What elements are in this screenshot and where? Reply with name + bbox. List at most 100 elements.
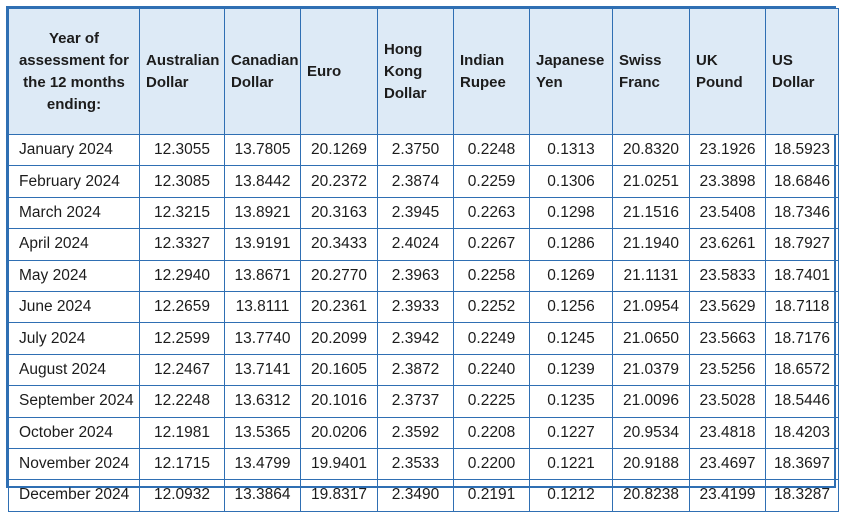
rate-cell: 12.3055 xyxy=(139,133,225,167)
header-line: Pound xyxy=(696,73,743,91)
month-cell: January 2024 xyxy=(8,133,140,167)
header-currency: Australian Dollar xyxy=(139,8,225,135)
month-cell: November 2024 xyxy=(8,447,140,481)
header-currency: UK Pound xyxy=(689,8,766,135)
rate-cell: 2.3490 xyxy=(377,479,454,512)
rate-cell: 12.2659 xyxy=(139,290,225,324)
table-body: January 2024 12.3055 13.7805 20.1269 2.3750 0… xyxy=(8,133,839,512)
rate-cell: 23.3898 xyxy=(689,165,766,198)
rate-cell: 21.0251 xyxy=(612,165,690,198)
header-year-of-assessment: Year of assessment for the 12 months ending… xyxy=(8,8,140,135)
rate-cell: 0.1245 xyxy=(529,322,613,355)
month-cell: July 2024 xyxy=(8,322,140,355)
rate-cell: 0.2208 xyxy=(453,416,530,449)
rate-cell: 2.4024 xyxy=(377,228,454,261)
rate-cell: 20.8238 xyxy=(612,479,690,512)
rate-cell: 2.3945 xyxy=(377,196,454,230)
header-line: Euro xyxy=(307,62,342,80)
rate-cell: 20.3433 xyxy=(300,228,378,261)
month-cell: December 2024 xyxy=(8,479,140,512)
header-line: Indian xyxy=(460,51,505,69)
month-cell: August 2024 xyxy=(8,353,140,387)
rate-cell: 23.5833 xyxy=(689,259,766,292)
rate-cell: 13.7740 xyxy=(224,322,301,355)
rate-cell: 20.2770 xyxy=(300,259,378,292)
rate-cell: 13.8921 xyxy=(224,196,301,230)
rate-cell: 0.2263 xyxy=(453,196,530,230)
rate-cell: 23.1926 xyxy=(689,133,766,167)
rate-cell: 0.2249 xyxy=(453,322,530,355)
table-row: June 2024 12.2659 13.8111 20.2361 2.3933 0.22… xyxy=(8,290,839,324)
table-header: Year of assessment for the 12 months ending… xyxy=(8,8,839,135)
rate-cell: 21.0379 xyxy=(612,353,690,387)
header-currency: Hong Kong Dollar xyxy=(377,8,454,135)
rate-cell: 0.2267 xyxy=(453,228,530,261)
header-line: Canadian xyxy=(231,51,299,69)
header-line: Dollar xyxy=(146,73,189,91)
rate-cell: 13.8671 xyxy=(224,259,301,292)
rate-cell: 23.5256 xyxy=(689,353,766,387)
rate-cell: 0.1227 xyxy=(529,416,613,449)
rate-cell: 21.0096 xyxy=(612,385,690,418)
rate-cell: 12.1981 xyxy=(139,416,225,449)
month-cell: April 2024 xyxy=(8,228,140,261)
rate-cell: 0.2252 xyxy=(453,290,530,324)
rate-cell: 0.2258 xyxy=(453,259,530,292)
rate-cell: 0.2248 xyxy=(453,133,530,167)
rate-cell: 20.2361 xyxy=(300,290,378,324)
rate-cell: 18.3697 xyxy=(765,447,839,481)
rate-cell: 23.5663 xyxy=(689,322,766,355)
rate-cell: 0.1256 xyxy=(529,290,613,324)
rate-cell: 20.9534 xyxy=(612,416,690,449)
rate-cell: 13.9191 xyxy=(224,228,301,261)
header-currency: Canadian Dollar xyxy=(224,8,301,135)
rate-cell: 2.3750 xyxy=(377,133,454,167)
rate-cell: 13.7805 xyxy=(224,133,301,167)
rate-cell: 12.3215 xyxy=(139,196,225,230)
rate-cell: 13.7141 xyxy=(224,353,301,387)
header-line: UK xyxy=(696,51,718,69)
header-line: Year of xyxy=(48,29,100,47)
rate-cell: 18.7346 xyxy=(765,196,839,230)
header-currency: Japanese Yen xyxy=(529,8,613,135)
rate-cell: 18.4203 xyxy=(765,416,839,449)
rate-cell: 19.8317 xyxy=(300,479,378,512)
header-line: Dollar xyxy=(384,84,427,102)
rate-cell: 12.0932 xyxy=(139,479,225,512)
header-row: Year of assessment for the 12 months ending… xyxy=(8,8,839,135)
rate-cell: 20.2372 xyxy=(300,165,378,198)
rate-cell: 12.3085 xyxy=(139,165,225,198)
rate-cell: 0.2240 xyxy=(453,353,530,387)
rate-cell: 18.7927 xyxy=(765,228,839,261)
table-row: November 2024 12.1715 13.4799 19.9401 2.3533… xyxy=(8,447,839,481)
rate-cell: 0.2200 xyxy=(453,447,530,481)
header-line: Dollar xyxy=(772,73,815,91)
rate-cell: 0.1306 xyxy=(529,165,613,198)
rate-cell: 18.6846 xyxy=(765,165,839,198)
rate-cell: 18.3287 xyxy=(765,479,839,512)
rate-cell: 2.3592 xyxy=(377,416,454,449)
rate-cell: 20.2099 xyxy=(300,322,378,355)
rate-cell: 23.4199 xyxy=(689,479,766,512)
header-line: Yen xyxy=(536,73,563,91)
rate-cell: 0.2225 xyxy=(453,385,530,418)
header-line: Swiss xyxy=(619,51,662,69)
rate-cell: 0.1269 xyxy=(529,259,613,292)
rate-cell: 2.3737 xyxy=(377,385,454,418)
rate-cell: 0.1313 xyxy=(529,133,613,167)
rate-cell: 20.3163 xyxy=(300,196,378,230)
header-line: Hong xyxy=(384,40,423,58)
month-cell: September 2024 xyxy=(8,385,140,418)
rate-cell: 0.2191 xyxy=(453,479,530,512)
rate-cell: 12.2248 xyxy=(139,385,225,418)
rate-cell: 23.5028 xyxy=(689,385,766,418)
table-row: March 2024 12.3215 13.8921 20.3163 2.3945 0.2… xyxy=(8,196,839,230)
rate-cell: 21.1516 xyxy=(612,196,690,230)
header-line: Australian xyxy=(146,51,220,69)
header-currency: Indian Rupee xyxy=(453,8,530,135)
header-line: Japanese xyxy=(536,51,605,69)
rate-cell: 21.1131 xyxy=(612,259,690,292)
rate-cell: 13.6312 xyxy=(224,385,301,418)
rate-cell: 23.4818 xyxy=(689,416,766,449)
rate-cell: 2.3872 xyxy=(377,353,454,387)
